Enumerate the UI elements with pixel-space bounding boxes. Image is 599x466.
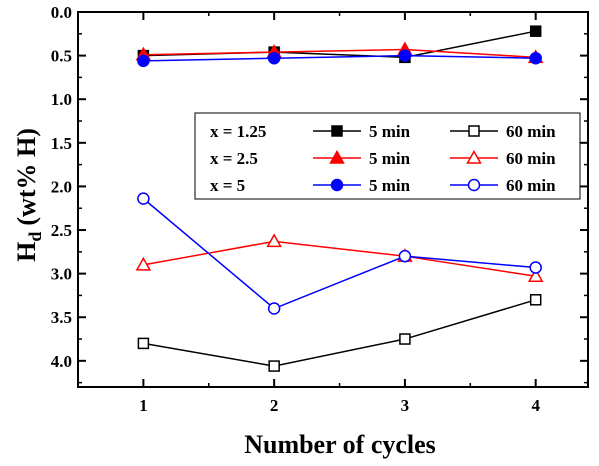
data-point	[398, 49, 412, 62]
y-axis-title-main: H	[12, 242, 41, 262]
legend-swatch-marker	[331, 125, 343, 137]
data-point	[529, 261, 542, 274]
legend-box	[194, 112, 581, 200]
legend-entry-label: 5 min	[369, 149, 411, 168]
x-tick-label: 3	[401, 396, 410, 415]
y-tick-label: 1.0	[51, 90, 72, 109]
x-axis-title: Number of cycles	[244, 430, 436, 459]
y-tick-label: 0.5	[51, 47, 72, 66]
data-point	[529, 25, 542, 37]
series-1	[137, 294, 542, 372]
y-axis-title: Hd (wt% H)	[12, 128, 45, 262]
y-tick-label: 0.0	[51, 3, 72, 22]
y-tick-label: 3.5	[51, 308, 72, 327]
data-point	[267, 51, 281, 65]
series-5	[137, 192, 542, 315]
series-line	[142, 198, 536, 310]
data-point	[266, 233, 282, 248]
data-point	[529, 51, 542, 65]
series-3	[135, 233, 544, 282]
x-tick-label: 4	[531, 396, 540, 415]
series-line	[143, 48, 536, 59]
data-point	[137, 337, 150, 350]
y-tick-label: 3.0	[51, 265, 72, 284]
legend-group-label: x = 5	[210, 176, 245, 195]
legend: x = 1.25 5 min 60 min x = 2.5 5 min 60 min x =…	[194, 112, 581, 200]
legend-entry-label: 60 min	[506, 122, 556, 141]
legend-swatch-marker	[329, 149, 345, 164]
data-point	[267, 302, 281, 315]
y-tick-label: 2.0	[51, 177, 72, 196]
legend-group-label: x = 1.25	[210, 122, 266, 141]
data-point	[137, 54, 150, 68]
series-line	[143, 240, 536, 277]
legend-entry-label: 5 min	[369, 176, 411, 195]
y-tick-label: 4.0	[51, 352, 72, 371]
legend-swatch-marker	[330, 178, 344, 192]
y-axis-title-sub: d	[25, 232, 45, 242]
legend-entry-label: 5 min	[369, 122, 411, 141]
data-point	[399, 333, 411, 345]
data-point	[398, 249, 412, 263]
y-axis: 0.0 0.5 1.0 1.5 2.0 2.5 3.0 3.5 4.0	[51, 3, 588, 384]
x-axis: 1 2 3 4	[139, 12, 540, 415]
data-point	[529, 294, 542, 306]
legend-entry-label: 60 min	[506, 149, 556, 168]
legend-swatch-marker	[466, 149, 482, 164]
y-tick-label: 2.5	[51, 221, 72, 240]
x-tick-label: 2	[270, 396, 279, 415]
series-line	[143, 299, 536, 367]
plot-frame	[77, 11, 589, 388]
x-tick-label: 1	[139, 396, 148, 415]
legend-swatch-marker	[467, 178, 481, 192]
data-point	[527, 268, 544, 282]
data-point	[137, 192, 150, 205]
series-line	[143, 54, 536, 62]
legend-swatch-marker	[468, 125, 480, 137]
plot-area	[77, 11, 589, 388]
legend-group-label: x = 2.5	[210, 149, 258, 168]
data-point	[135, 256, 152, 271]
legend-entry-label: 60 min	[506, 176, 556, 195]
data-point	[268, 360, 280, 372]
y-tick-label: 1.5	[51, 134, 72, 153]
y-axis-title-rest: (wt% H)	[12, 128, 41, 225]
series-layer	[135, 25, 544, 372]
series-4	[137, 49, 542, 68]
